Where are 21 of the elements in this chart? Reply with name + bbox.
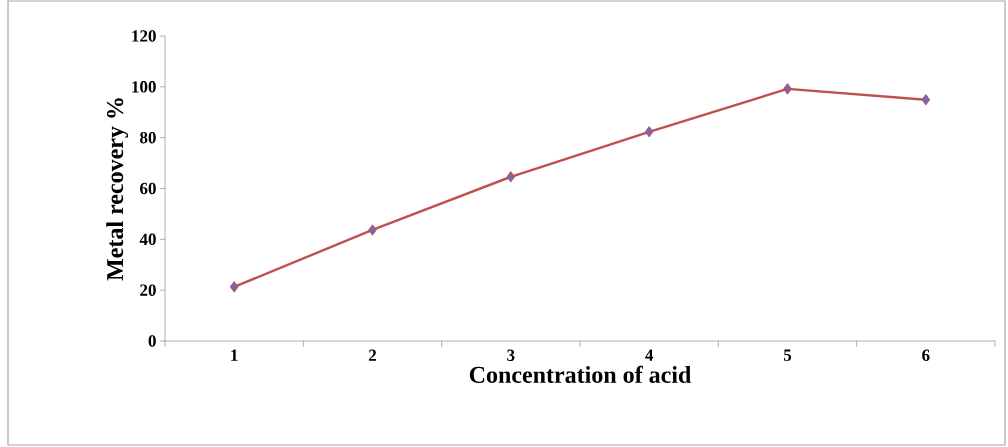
- point: [368, 224, 377, 236]
- y-tick-label: 60: [140, 182, 156, 195]
- point: [644, 126, 654, 138]
- x-tick-label: 6: [922, 349, 930, 361]
- x-tick-label: 2: [368, 349, 377, 361]
- x-tick-label: 5: [783, 349, 792, 361]
- x-tick-label: 4: [645, 349, 654, 361]
- x-axis-title: Concentration of acid: [469, 365, 692, 383]
- point: [506, 171, 516, 183]
- point: [921, 94, 931, 106]
- point: [229, 281, 239, 293]
- y-tick-label: 20: [140, 284, 156, 296]
- x-tick-label: 3: [507, 349, 515, 361]
- y-tick-label: 80: [140, 131, 156, 144]
- y-axis-title: Metal recovery %: [106, 98, 129, 281]
- x-tick-label: 1: [231, 349, 238, 361]
- y-tick-label: 120: [132, 30, 156, 42]
- y-tick-label: 40: [139, 233, 156, 246]
- point: [783, 83, 792, 95]
- y-tick-label: 0: [148, 335, 156, 347]
- y-tick-label: 100: [132, 81, 156, 93]
